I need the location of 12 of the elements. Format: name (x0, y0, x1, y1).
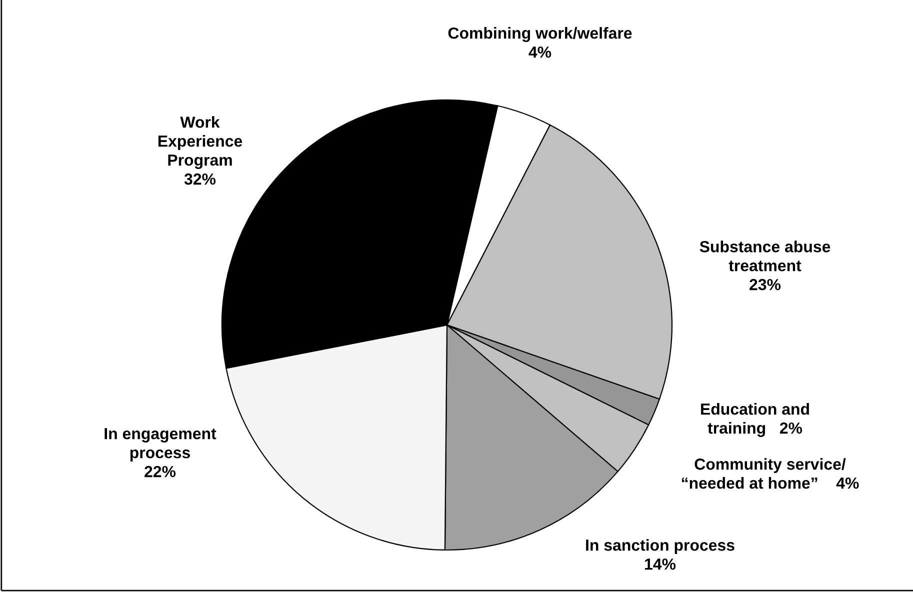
slice-label: In sanction process (586, 539, 734, 554)
data-label: 23% (750, 278, 781, 290)
slice-label: Combining work/welfare (448, 27, 632, 42)
slice-label: In engagement process (104, 428, 216, 462)
slice-label: Substance abuse treatment (700, 240, 830, 272)
data-label: 22% (144, 466, 176, 478)
slice-label: Work Experience Program (158, 116, 242, 169)
data-label: 4% (528, 46, 552, 58)
data-label: 14% (645, 558, 676, 570)
data-label: 32% (184, 173, 216, 185)
slice-label: Education and training 2% (701, 403, 809, 437)
slice-label: Community service/ “needed at home” 4% (682, 458, 859, 489)
